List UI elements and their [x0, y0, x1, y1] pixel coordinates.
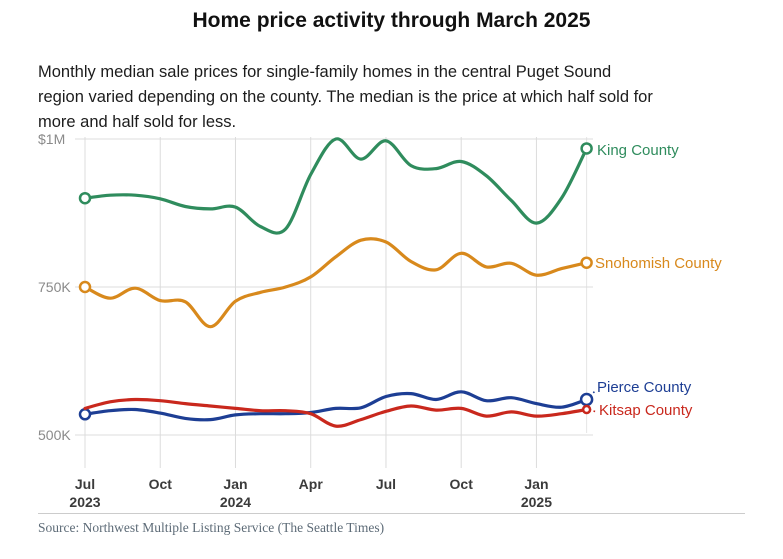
page-title: Home price activity through March 2025 [192, 9, 591, 32]
x-axis-month-label: Oct [149, 476, 173, 492]
series-end-marker-king-county [580, 142, 593, 155]
x-axis-year-label: 2024 [220, 494, 251, 510]
series-label-pierce-county: Pierce County [597, 379, 692, 396]
series-end-marker-kitsap-county [581, 404, 592, 415]
subtitle-line-1: Monthly median sale prices for single-fa… [38, 63, 612, 81]
x-axis-month-label: Apr [299, 476, 324, 492]
series-label-kitsap-county: Kitsap County [599, 402, 693, 419]
y-axis-tick-label: $1M [38, 131, 65, 147]
source-credit: Source: Northwest Multiple Listing Servi… [38, 520, 385, 535]
series-line-king-county [83, 137, 589, 235]
series-start-marker-snohomish-county [78, 280, 92, 294]
x-axis-year-label: 2025 [521, 494, 552, 510]
series-label-king-county: King County [597, 142, 679, 159]
x-axis-month-label: Jan [223, 476, 247, 492]
subtitle-line-2: region varied depending on the county. T… [38, 88, 653, 106]
x-axis-month-label: Oct [450, 476, 474, 492]
x-axis-month-label: Jul [376, 476, 396, 492]
series-label-leader-kitsap-county [589, 409, 598, 413]
y-axis-tick-label: 750K [38, 279, 71, 295]
x-axis-year-label: 2023 [69, 494, 100, 510]
footer-divider [38, 513, 745, 514]
series-line-pierce-county [83, 390, 589, 422]
series-label-snohomish-county: Snohomish County [595, 255, 722, 272]
chart-subtitle: Monthly median sale prices for single-fa… [38, 60, 778, 135]
series-start-marker-pierce-county [78, 408, 92, 421]
x-axis-month-label: Jul [75, 476, 95, 492]
series-line-kitsap-county [83, 397, 589, 428]
subtitle-line-3: more and half sold for less. [38, 113, 237, 131]
series-start-marker-king-county [78, 191, 92, 205]
x-axis-month-label: Jan [524, 476, 548, 492]
series-end-marker-snohomish-county [580, 256, 593, 269]
y-axis-tick-label: 500K [38, 427, 71, 443]
series-label-leader-pierce-county [589, 390, 596, 397]
series-line-snohomish-county [83, 237, 589, 329]
